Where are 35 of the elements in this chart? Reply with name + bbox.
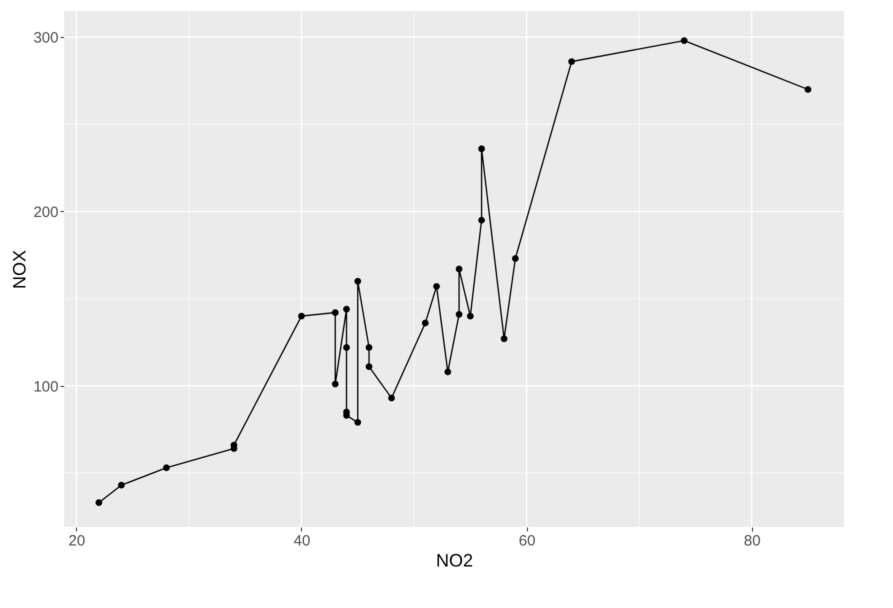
point xyxy=(444,368,452,376)
point xyxy=(366,363,372,370)
point xyxy=(456,310,462,318)
y-axis-title: NOX xyxy=(9,250,30,290)
point xyxy=(680,37,688,44)
point xyxy=(118,482,125,489)
point xyxy=(433,283,440,290)
point xyxy=(568,58,575,65)
point xyxy=(456,266,462,272)
point xyxy=(343,344,350,351)
x-tick-label: 20 xyxy=(68,532,86,550)
point xyxy=(366,344,372,351)
y-tick-label: 200 xyxy=(33,204,58,221)
point xyxy=(804,86,812,93)
x-axis-title: NO2 xyxy=(436,550,474,570)
point xyxy=(478,216,485,224)
point xyxy=(343,306,350,312)
point xyxy=(500,335,508,342)
point xyxy=(388,394,395,402)
point xyxy=(478,145,485,152)
point xyxy=(298,312,305,320)
point xyxy=(512,255,519,262)
x-tick-label: 80 xyxy=(744,532,761,550)
x-tick-label: 60 xyxy=(518,532,536,550)
point xyxy=(332,380,339,388)
point xyxy=(163,464,170,472)
point xyxy=(96,499,102,506)
point xyxy=(354,419,362,426)
point xyxy=(466,312,474,320)
point xyxy=(354,278,362,285)
point xyxy=(332,309,339,316)
y-tick-label: 300 xyxy=(33,30,58,47)
x-tick-label: 40 xyxy=(294,532,310,550)
y-tick-label: 100 xyxy=(33,378,58,396)
point xyxy=(422,320,429,326)
